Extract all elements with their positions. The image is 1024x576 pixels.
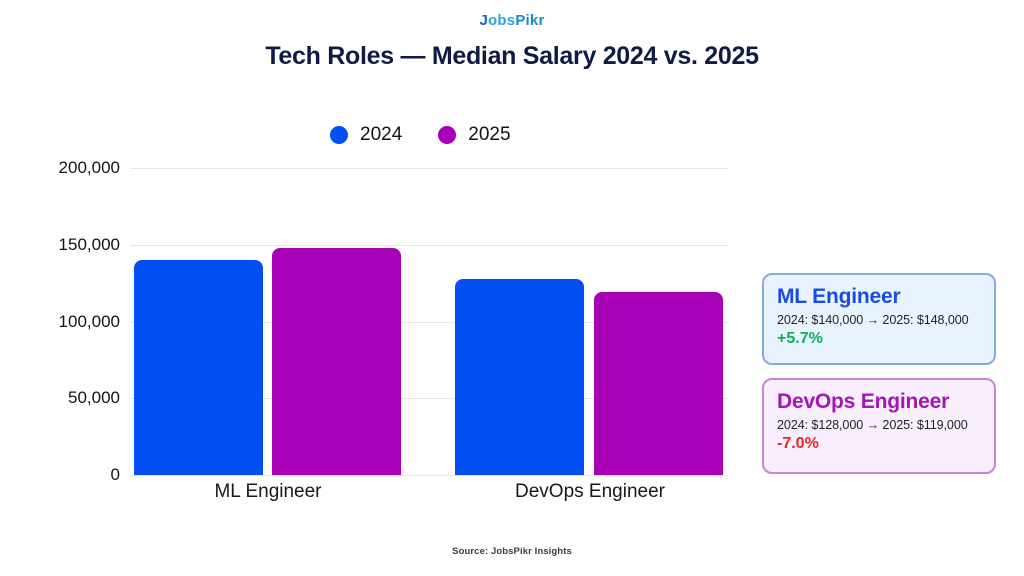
gridline-baseline xyxy=(130,475,728,476)
chart-legend: 2024 2025 xyxy=(330,124,511,146)
y-axis: 200,000 150,000 100,000 50,000 0 xyxy=(0,158,120,484)
x-label-ml-engineer: ML Engineer xyxy=(214,481,322,502)
source-attribution: Source: JobsPikr Insights xyxy=(452,546,572,557)
card-title: DevOps Engineer xyxy=(777,390,950,413)
logo-text-part: obs xyxy=(488,12,516,29)
logo-text-part: J xyxy=(479,12,489,29)
legend-item-2024: 2024 xyxy=(330,124,402,146)
summary-card-ml-engineer: ML Engineer 2024: $140,000 → 2025: $148,… xyxy=(762,273,996,365)
summary-card-devops-engineer: DevOps Engineer 2024: $128,000 → 2025: $… xyxy=(762,378,996,474)
y-tick-100000: 100,000 xyxy=(58,311,120,331)
card-delta: +5.7% xyxy=(777,330,823,348)
gridline-100000 xyxy=(130,321,728,323)
card-delta: -7.0% xyxy=(777,435,819,453)
card-detail: 2024: $140,000 → 2025: $148,000 xyxy=(777,313,969,328)
legend-item-2025: 2025 xyxy=(438,124,511,146)
bar-ml-engineer-2025 xyxy=(272,247,401,475)
legend-dot-2025 xyxy=(438,126,457,144)
y-tick-0: 0 xyxy=(110,465,120,484)
gridline-150000 xyxy=(130,244,728,246)
chart-title: Tech Roles — Median Salary 2024 vs. 2025 xyxy=(265,42,759,70)
x-label-devops-engineer: DevOps Engineer xyxy=(515,481,665,502)
gridline-50000 xyxy=(130,398,728,400)
plot-area xyxy=(130,168,728,476)
bar-devops-engineer-2025 xyxy=(594,292,723,475)
jobspikr-logo: JobsPikr xyxy=(0,12,1024,29)
card-detail: 2024: $128,000 → 2025: $119,000 xyxy=(777,418,968,433)
legend-label-2024: 2024 xyxy=(360,124,403,145)
gridline-200000 xyxy=(130,168,728,169)
y-tick-150000: 150,000 xyxy=(58,234,120,254)
bar-ml-engineer-2024 xyxy=(134,260,263,475)
y-tick-50000: 50,000 xyxy=(68,388,120,408)
legend-dot-2024 xyxy=(330,126,348,144)
bar-devops-engineer-2024 xyxy=(455,278,584,475)
y-tick-200000: 200,000 xyxy=(58,158,120,177)
card-title: ML Engineer xyxy=(777,285,901,308)
legend-label-2025: 2025 xyxy=(468,124,511,145)
logo-text-part: Pikr xyxy=(515,12,545,29)
